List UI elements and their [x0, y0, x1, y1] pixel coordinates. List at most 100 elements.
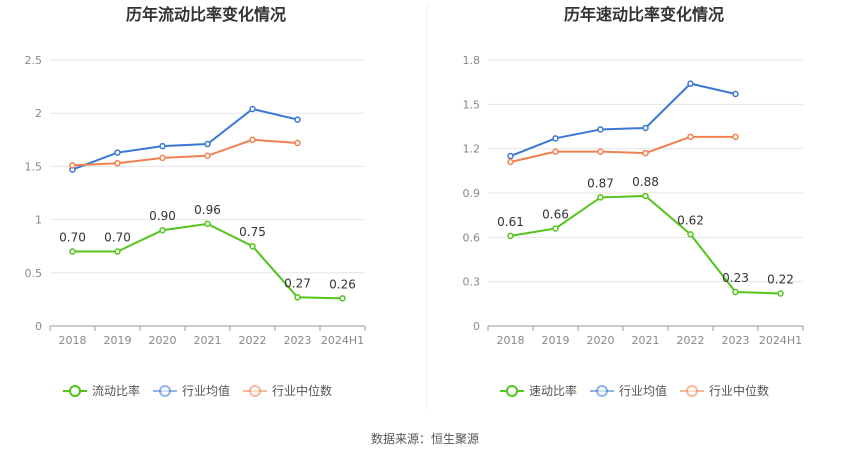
data-point [687, 231, 694, 238]
data-label: 0.62 [677, 213, 704, 227]
data-point [114, 149, 121, 156]
data-point [507, 158, 514, 166]
data-point [204, 220, 211, 228]
data-label: 0.87 [587, 176, 614, 190]
left-chart-title: 历年流动比率变化情况 [126, 5, 286, 24]
data-point [249, 105, 256, 113]
data-point [732, 90, 739, 98]
y-tick-label: 1.5 [463, 98, 481, 111]
legend-label: 行业均值 [182, 383, 230, 398]
legend-marker [159, 385, 171, 397]
data-point [204, 152, 211, 160]
data-point [294, 116, 301, 123]
data-label: 0.88 [632, 175, 659, 189]
right-chart: 0 0.3 0.6 0.9 1.2 1.5 1.8 2018 2019 2020 2021 2022 2… [463, 54, 804, 398]
data-label: 0.90 [149, 209, 176, 223]
data-point [687, 133, 694, 141]
data-label: 0.96 [194, 203, 221, 217]
y-tick-label: 2.5 [25, 54, 43, 67]
legend-marker [249, 385, 261, 397]
data-point [642, 124, 649, 132]
x-tick-label: 2022 [677, 334, 705, 347]
data-point [642, 149, 649, 157]
x-tick-label: 2019 [104, 334, 132, 347]
data-label: 0.61 [497, 215, 524, 229]
data-point [597, 148, 604, 155]
data-point [552, 135, 559, 142]
left-legend: 流动比率 行业均值 行业中位数 [63, 383, 332, 398]
y-tick-label: 1.5 [25, 160, 43, 173]
legend-label: 行业均值 [619, 383, 667, 398]
data-label: 0.66 [542, 207, 569, 221]
legend-label: 行业中位数 [272, 383, 332, 398]
legend-label: 速动比率 [529, 383, 577, 398]
data-point [69, 248, 76, 255]
series-line-2 [72, 138, 298, 167]
series-line-1 [510, 82, 736, 157]
x-tick-label: 2021 [194, 334, 222, 347]
data-point [159, 142, 166, 150]
data-label: 0.70 [59, 231, 86, 245]
data-point [159, 226, 166, 234]
data-point [294, 294, 301, 301]
right-legend: 速动比率 行业均值 行业中位数 [500, 383, 769, 398]
y-tick-label: 2 [35, 107, 42, 120]
data-point [732, 133, 739, 141]
data-point [339, 295, 346, 302]
x-tick-label: 2019 [542, 334, 570, 347]
y-tick-label: 1.8 [463, 54, 481, 67]
x-tick-label: 2022 [239, 334, 267, 347]
data-label: 0.27 [284, 276, 311, 290]
x-tick-label: 2020 [149, 334, 177, 347]
legend-label: 流动比率 [92, 383, 140, 398]
x-tick-label: 2023 [722, 334, 750, 347]
data-label: 0.75 [239, 225, 266, 239]
data-label: 0.22 [767, 272, 794, 286]
legend-label: 行业中位数 [709, 383, 769, 398]
x-tick-label: 2023 [284, 334, 312, 347]
data-point [507, 232, 514, 240]
y-tick-label: 1 [35, 214, 42, 227]
data-point [687, 80, 694, 87]
y-tick-label: 0 [35, 320, 42, 333]
data-point [597, 126, 604, 133]
y-tick-label: 0 [473, 320, 480, 333]
source-note: 数据来源：恒生聚源 [371, 431, 479, 446]
legend-marker [596, 385, 608, 397]
y-tick-label: 1.2 [463, 143, 481, 156]
legend-marker [69, 385, 81, 397]
data-point [159, 154, 166, 162]
data-point [777, 290, 784, 297]
data-point [732, 288, 739, 296]
data-label: 0.70 [104, 231, 131, 245]
legend-marker [506, 385, 518, 397]
series-line-1 [72, 107, 298, 171]
x-tick-label: 2024H1 [321, 334, 364, 347]
data-label: 0.26 [329, 277, 356, 291]
data-point [597, 194, 604, 201]
left-chart: 0 0.5 1 1.5 2 2.5 2018 2019 2020 2021 2022 2023 2024… [25, 54, 366, 398]
legend-marker [686, 385, 698, 397]
y-tick-label: 0.5 [25, 267, 43, 280]
x-tick-label: 2018 [497, 334, 525, 347]
data-point [204, 140, 211, 148]
data-point [294, 139, 301, 147]
x-tick-label: 2020 [587, 334, 615, 347]
data-point [552, 148, 559, 155]
x-tick-label: 2024H1 [759, 334, 802, 347]
right-chart-title: 历年速动比率变化情况 [564, 5, 724, 24]
y-tick-label: 0.6 [463, 231, 481, 244]
y-tick-label: 0.9 [463, 187, 481, 200]
x-tick-label: 2021 [632, 334, 660, 347]
series-line-2 [510, 135, 736, 163]
data-point [507, 152, 514, 160]
data-point [552, 225, 559, 232]
data-point [249, 242, 256, 250]
data-point [114, 159, 121, 167]
data-point [114, 248, 121, 255]
y-tick-label: 0.3 [463, 276, 481, 289]
x-tick-label: 2018 [59, 334, 87, 347]
data-point [642, 192, 649, 200]
data-point [69, 162, 76, 169]
